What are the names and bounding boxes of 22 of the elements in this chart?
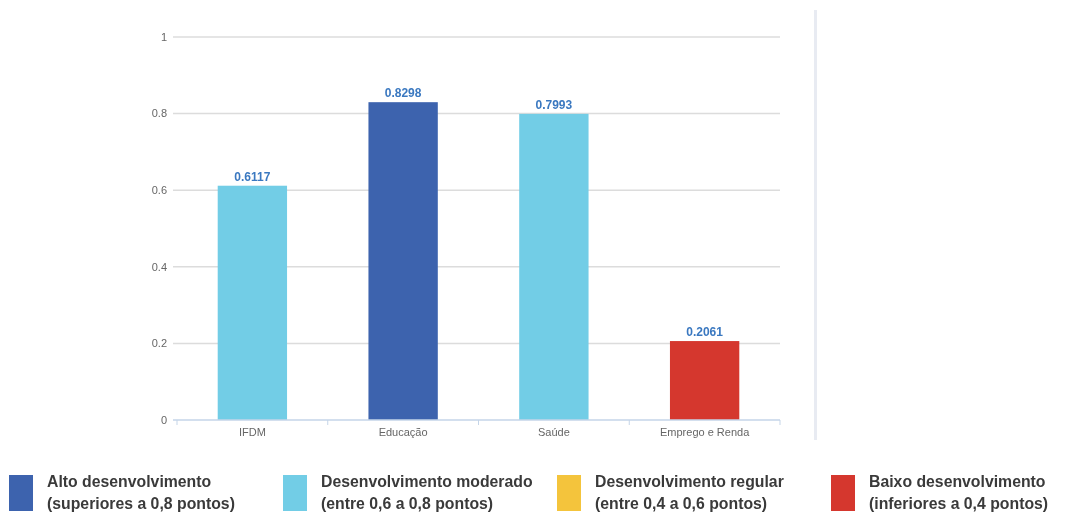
legend-label: Alto desenvolvimento (superiores a 0,8 pontos) <box>47 471 235 513</box>
data-label: 0.6117 <box>234 169 271 184</box>
y-tick-label: 0 <box>160 413 167 426</box>
x-tick-label: Saúde <box>537 426 570 438</box>
y-tick-label: 0.2 <box>151 337 167 350</box>
x-tick-label: Emprego e Renda <box>659 426 751 438</box>
y-tick-label: 0.4 <box>151 260 167 273</box>
legend-label: Desenvolvimento regular (entre 0,4 a 0,6 pontos) <box>595 471 785 513</box>
y-tick-label: 0.8 <box>151 107 167 120</box>
data-label: 0.2061 <box>686 325 724 340</box>
x-tick-label: IFDM <box>238 426 266 438</box>
legend-label: Desenvolvimento moderado (entre 0,6 a 0,8 pontos) <box>321 471 533 513</box>
bar <box>519 113 589 420</box>
legend-label: Baixo desenvolvimento (inferiores a 0,4 pontos) <box>869 471 1049 513</box>
bar <box>368 102 438 420</box>
y-tick-label: 1 <box>160 30 167 43</box>
x-tick-label: Educação <box>378 426 428 438</box>
data-label: 0.7993 <box>535 97 573 112</box>
bar <box>669 341 740 420</box>
y-tick-label: 0.6 <box>151 184 167 197</box>
bar <box>217 185 288 420</box>
data-label: 0.8298 <box>384 86 422 101</box>
